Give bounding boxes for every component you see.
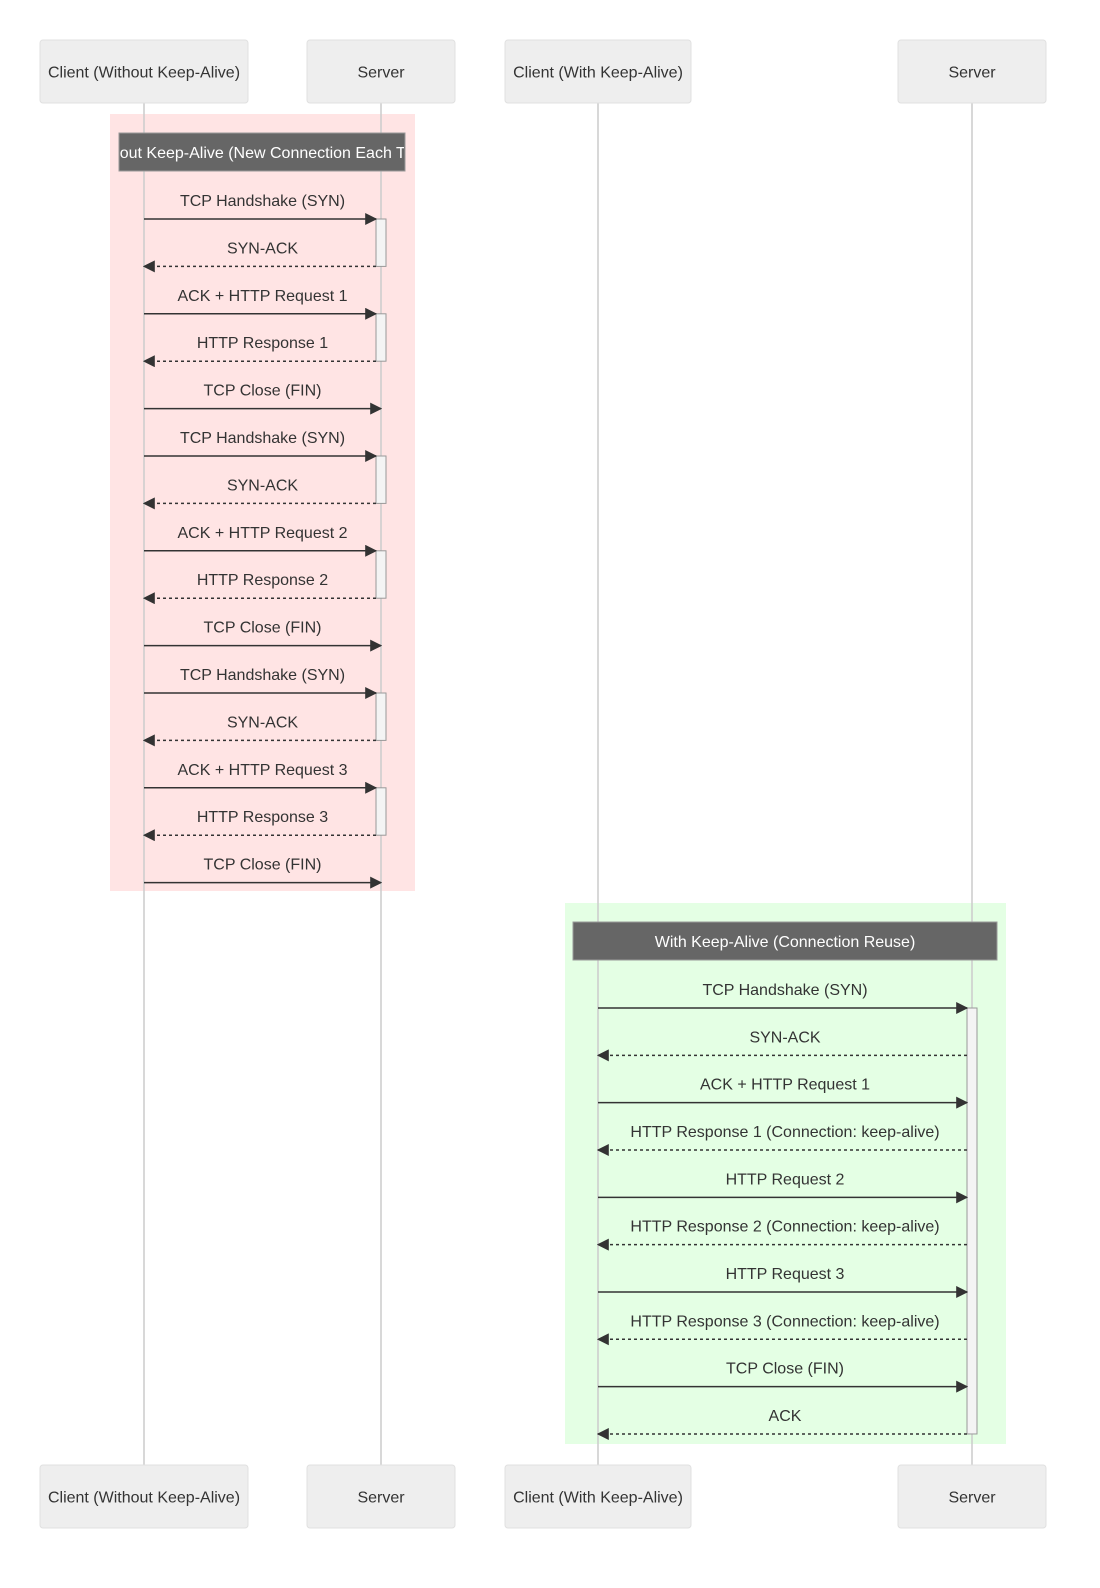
message-label: SYN-ACK (227, 477, 298, 494)
participant-label-top: Client (Without Keep-Alive) (48, 65, 240, 82)
group-box (110, 114, 415, 891)
activation-bar (375, 218, 387, 267)
participant-label-bottom: Client (Without Keep-Alive) (48, 1490, 240, 1507)
message-label: ACK (769, 1408, 802, 1425)
message-label: TCP Close (FIN) (204, 383, 322, 400)
activation-bar (375, 313, 387, 362)
message-label: ACK + HTTP Request 3 (178, 762, 348, 779)
message-label: HTTP Response 3 (Connection: keep-alive) (630, 1313, 939, 1330)
message-label: HTTP Request 3 (726, 1266, 845, 1283)
message-label: TCP Close (FIN) (204, 620, 322, 637)
participant-box-top (306, 39, 456, 104)
activation-bar (375, 692, 387, 741)
participant-box-bottom (504, 1464, 692, 1529)
message-label: HTTP Response 2 (197, 572, 328, 589)
participant-label-bottom: Server (357, 1490, 405, 1507)
message-label: TCP Handshake (SYN) (180, 667, 345, 684)
message-label: HTTP Response 2 (Connection: keep-alive) (630, 1219, 939, 1236)
message-label: ACK + HTTP Request 1 (178, 288, 348, 305)
activation-bar (375, 550, 387, 599)
message-label: HTTP Response 3 (197, 809, 328, 826)
message-label: TCP Handshake (SYN) (180, 193, 345, 210)
message-label: HTTP Response 1 (Connection: keep-alive) (630, 1124, 939, 1141)
activation-bar (966, 1007, 978, 1435)
participant-label-bottom: Client (With Keep-Alive) (513, 1490, 683, 1507)
message-label: HTTP Request 2 (726, 1171, 845, 1188)
participant-box-bottom (306, 1464, 456, 1529)
message-label: ACK + HTTP Request 2 (178, 525, 348, 542)
message-label: SYN-ACK (227, 240, 298, 257)
message-label: SYN-ACK (749, 1029, 820, 1046)
group-note (118, 132, 406, 172)
message-label: TCP Handshake (SYN) (702, 982, 867, 999)
participant-label-top: Server (357, 65, 405, 82)
participant-box-top (39, 39, 249, 104)
activation-bar (375, 455, 387, 504)
participant-label-bottom: Server (948, 1490, 996, 1507)
participant-label-top: Client (With Keep-Alive) (513, 65, 683, 82)
group-box (565, 903, 1006, 1444)
participant-label-top: Server (948, 65, 996, 82)
activation-bar (375, 787, 387, 836)
group-title: With Keep-Alive (Connection Reuse) (655, 934, 916, 951)
participant-box-bottom (39, 1464, 249, 1529)
message-label: TCP Close (FIN) (726, 1361, 844, 1378)
participant-box-top (504, 39, 692, 104)
group-title: Without Keep-Alive (New Connection Each … (88, 145, 437, 162)
message-label: TCP Handshake (SYN) (180, 430, 345, 447)
message-label: TCP Close (FIN) (204, 857, 322, 874)
participant-box-bottom (897, 1464, 1047, 1529)
message-label: ACK + HTTP Request 1 (700, 1077, 870, 1094)
message-label: HTTP Response 1 (197, 335, 328, 352)
participant-box-top (897, 39, 1047, 104)
message-label: SYN-ACK (227, 714, 298, 731)
group-note (572, 921, 998, 961)
